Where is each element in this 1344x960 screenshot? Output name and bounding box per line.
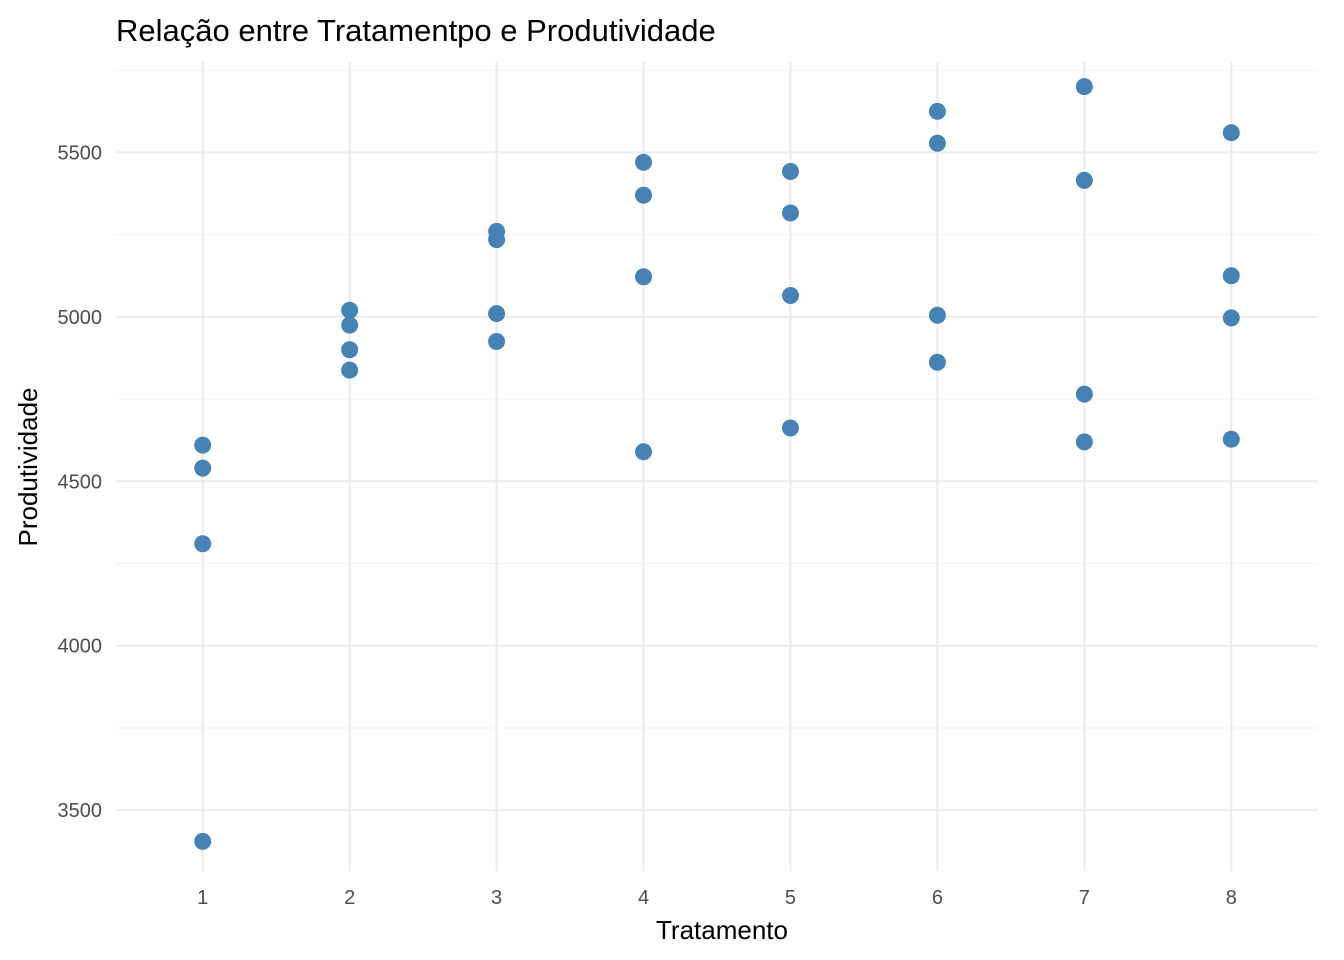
data-point bbox=[488, 305, 506, 323]
data-point bbox=[635, 443, 653, 461]
data-points bbox=[194, 78, 1240, 850]
y-tick-label: 3500 bbox=[58, 800, 103, 822]
x-tick-label: 6 bbox=[932, 887, 943, 909]
data-point bbox=[488, 333, 506, 351]
data-point bbox=[928, 102, 946, 120]
x-tick-label: 4 bbox=[638, 887, 649, 909]
data-point bbox=[341, 301, 359, 319]
data-point bbox=[194, 459, 212, 477]
y-tick-label: 5500 bbox=[58, 142, 103, 164]
x-tick-label: 8 bbox=[1226, 887, 1237, 909]
data-point bbox=[781, 163, 799, 181]
x-axis-title: Tratamento bbox=[656, 915, 788, 945]
y-tick-label: 4500 bbox=[58, 471, 103, 493]
data-point bbox=[781, 204, 799, 222]
data-point bbox=[1222, 267, 1240, 285]
data-point bbox=[341, 316, 359, 334]
data-point bbox=[488, 231, 506, 249]
data-point bbox=[1075, 385, 1093, 403]
x-tick-label: 7 bbox=[1079, 887, 1090, 909]
data-point bbox=[635, 186, 653, 204]
data-point bbox=[781, 419, 799, 437]
data-point bbox=[1075, 433, 1093, 451]
y-tick-label: 4000 bbox=[58, 636, 103, 658]
data-point bbox=[341, 341, 359, 359]
tick-labels: 3500 4000 4500 5000 5500 1 2 3 4 5 6 7 8 bbox=[58, 142, 1237, 909]
data-point bbox=[194, 535, 212, 553]
data-point bbox=[194, 436, 212, 454]
x-tick-label: 1 bbox=[197, 887, 208, 909]
grid bbox=[116, 62, 1318, 871]
chart-title: Relação entre Tratamentpo e Produtividad… bbox=[116, 13, 716, 48]
data-point bbox=[928, 353, 946, 371]
x-tick-label: 3 bbox=[491, 887, 502, 909]
y-tick-label: 5000 bbox=[58, 307, 103, 329]
data-point bbox=[1222, 124, 1240, 142]
data-point bbox=[781, 286, 799, 304]
x-tick-label: 2 bbox=[344, 887, 355, 909]
data-point bbox=[635, 268, 653, 286]
x-tick-label: 5 bbox=[785, 887, 796, 909]
data-point bbox=[341, 361, 359, 379]
y-axis-title: Produtividade bbox=[13, 388, 43, 547]
data-point bbox=[635, 153, 653, 171]
data-point bbox=[1222, 430, 1240, 448]
data-point bbox=[928, 306, 946, 324]
data-point bbox=[1222, 309, 1240, 327]
data-point bbox=[1075, 78, 1093, 96]
data-point bbox=[1075, 171, 1093, 189]
data-point bbox=[928, 134, 946, 152]
data-point bbox=[194, 832, 212, 850]
